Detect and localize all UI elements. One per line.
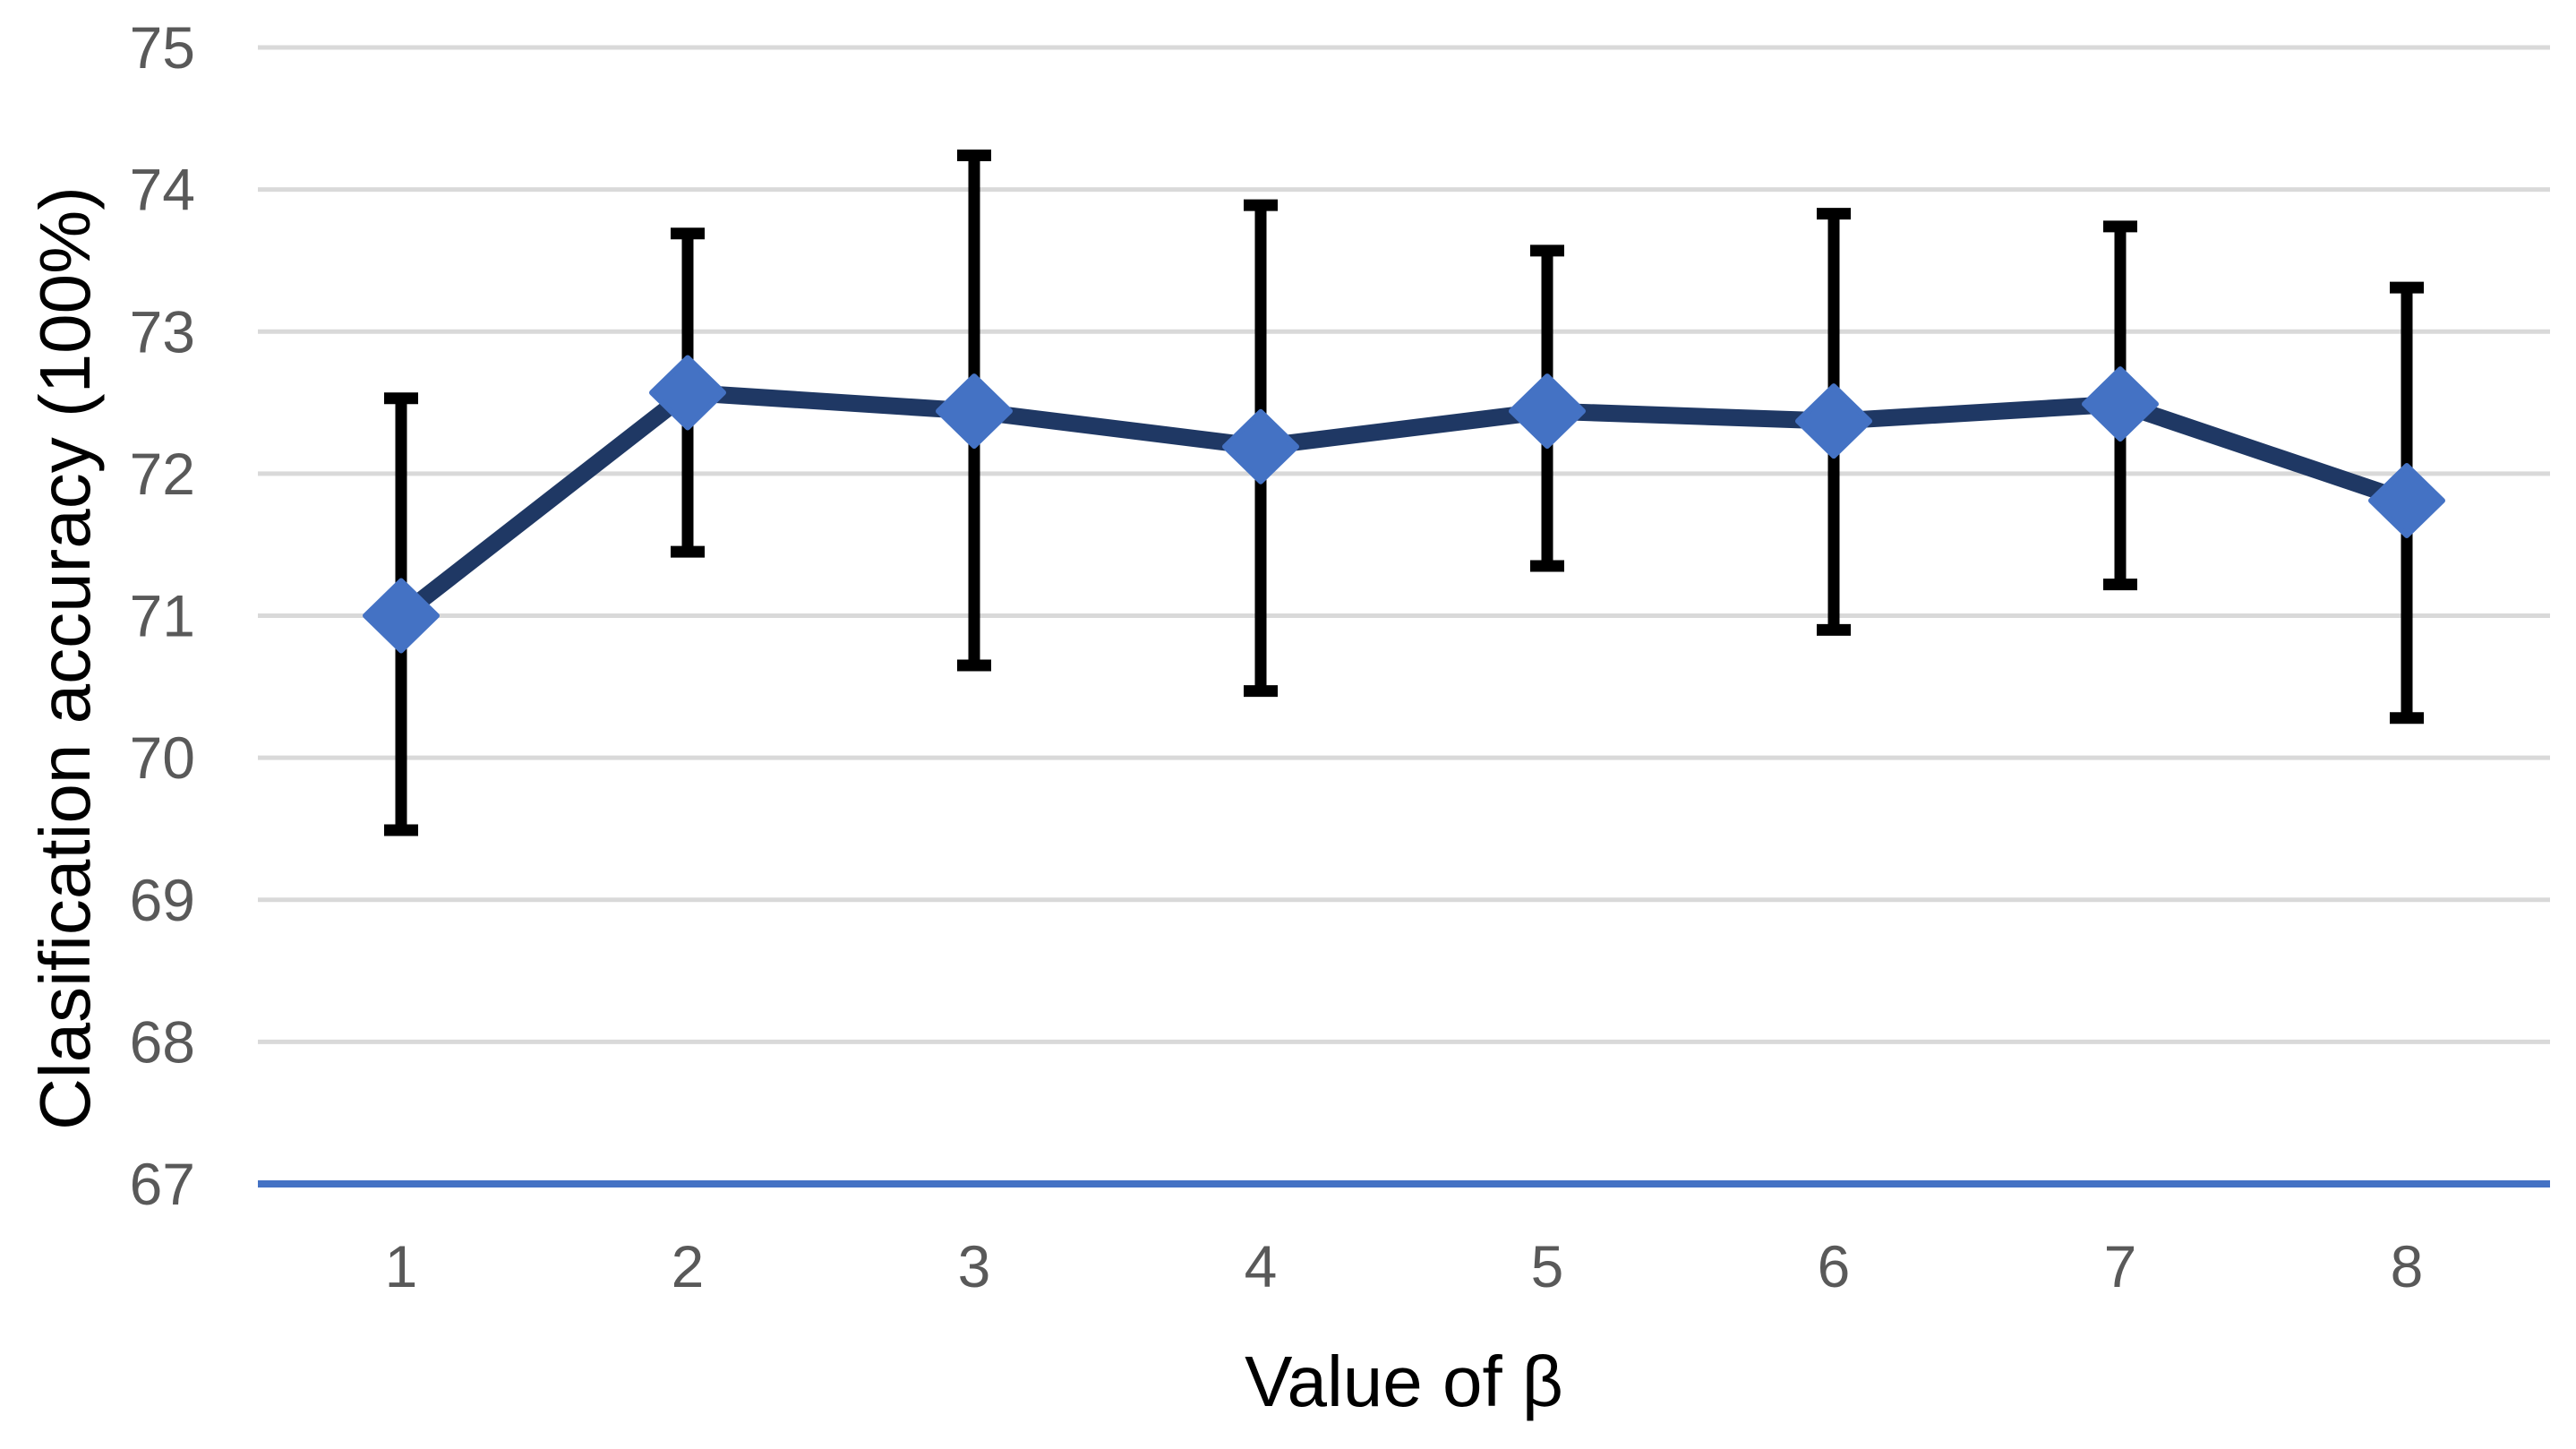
y-axis-title: Clasification accuracy (100%) (25, 186, 105, 1130)
y-tick-label: 68 (130, 1008, 195, 1075)
x-tick-label: 2 (672, 1233, 705, 1299)
y-tick-label: 75 (130, 14, 195, 81)
y-tick-label: 70 (130, 724, 195, 791)
x-tick-label: 7 (2104, 1233, 2137, 1299)
x-tick-label: 6 (1818, 1233, 1851, 1299)
error-bars (384, 150, 2424, 836)
y-tick-label: 71 (130, 583, 195, 649)
data-point-marker (2082, 366, 2159, 442)
data-point-marker (2368, 463, 2445, 539)
y-tick-label: 67 (130, 1151, 195, 1217)
y-tick-label: 73 (130, 298, 195, 364)
x-axis-title: Value of β (1245, 1342, 1563, 1421)
data-point-marker (1509, 373, 1586, 450)
x-tick-label: 4 (1245, 1233, 1278, 1299)
data-point-marker (1795, 383, 1872, 459)
data-point-marker (1222, 408, 1299, 484)
x-tick-label: 1 (385, 1233, 418, 1299)
gridlines (258, 45, 2550, 1044)
data-point-marker (649, 355, 726, 431)
y-tick-label: 72 (130, 441, 195, 507)
data-point-markers (363, 355, 2445, 654)
y-tick-label: 74 (130, 157, 195, 223)
data-point-marker (363, 578, 440, 654)
x-axis-tick-labels: 1 2 3 4 5 6 7 8 (385, 1233, 2424, 1299)
y-tick-label: 69 (130, 867, 195, 933)
x-tick-label: 3 (958, 1233, 991, 1299)
data-point-marker (936, 373, 1013, 450)
x-tick-label: 5 (1531, 1233, 1564, 1299)
x-tick-label: 8 (2391, 1233, 2424, 1299)
series-line (392, 383, 2416, 624)
y-axis-tick-labels: 67 68 69 70 71 72 73 74 75 (130, 14, 195, 1217)
